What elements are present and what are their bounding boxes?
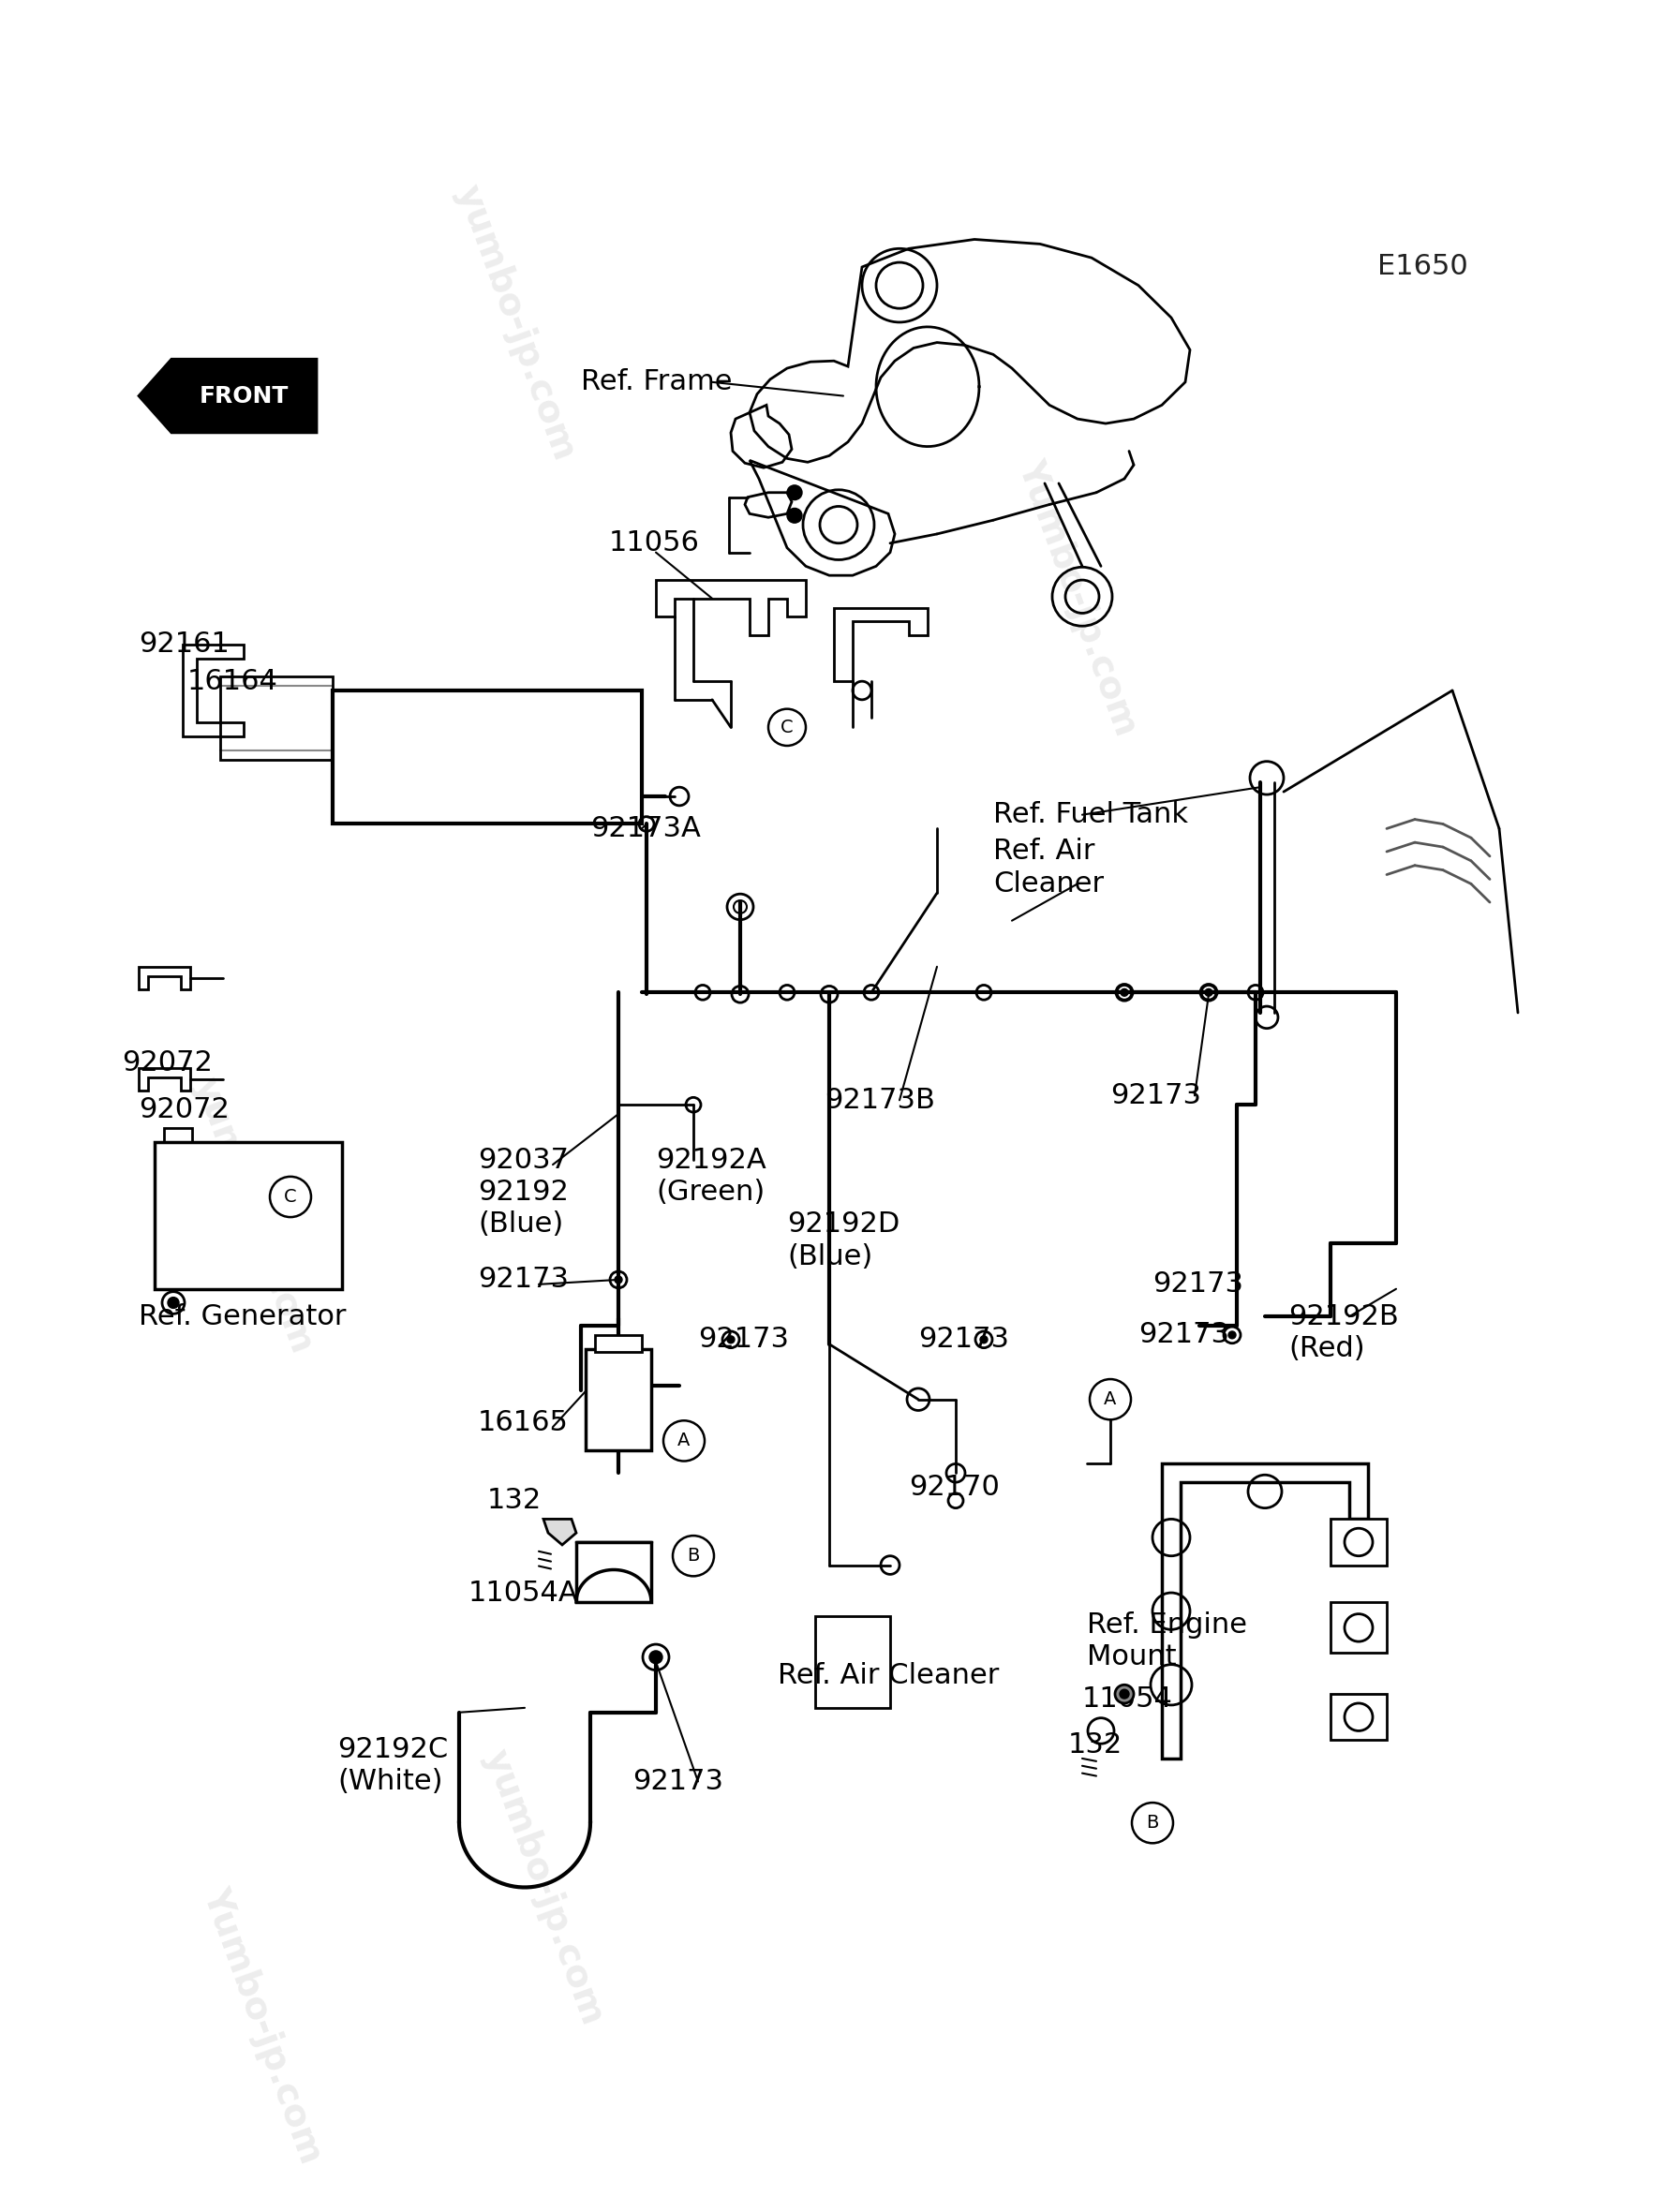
Text: 92072: 92072 xyxy=(139,1096,230,1123)
Text: (White): (White) xyxy=(338,1769,444,1795)
Text: yumbo-jp.com: yumbo-jp.com xyxy=(186,1072,319,1358)
Polygon shape xyxy=(139,358,318,433)
Circle shape xyxy=(1121,989,1129,995)
Text: 92173: 92173 xyxy=(632,1769,724,1795)
Text: 92173: 92173 xyxy=(1139,1320,1230,1349)
Text: 92192C: 92192C xyxy=(338,1736,449,1762)
Text: (Blue): (Blue) xyxy=(786,1244,872,1270)
Text: 92173A: 92173A xyxy=(590,815,701,841)
Text: 92192D: 92192D xyxy=(786,1211,900,1239)
Text: Yumbo-jp.com: Yumbo-jp.com xyxy=(1011,455,1144,740)
Text: E1650: E1650 xyxy=(1378,253,1468,281)
Text: B: B xyxy=(687,1547,699,1564)
Bar xyxy=(1331,1518,1386,1564)
Text: (Red): (Red) xyxy=(1289,1336,1364,1362)
Text: Mount: Mount xyxy=(1087,1643,1176,1670)
Text: 92072: 92072 xyxy=(123,1050,213,1077)
Bar xyxy=(155,1142,343,1290)
Text: 92173: 92173 xyxy=(1110,1081,1201,1109)
Text: Ref. Frame: Ref. Frame xyxy=(581,369,732,395)
Polygon shape xyxy=(1163,1463,1368,1758)
Circle shape xyxy=(786,486,801,501)
Text: 92192: 92192 xyxy=(477,1178,568,1206)
Bar xyxy=(165,1127,192,1142)
Text: C: C xyxy=(284,1189,297,1206)
Text: yumbo-jp.com: yumbo-jp.com xyxy=(477,1744,610,2030)
Bar xyxy=(576,1542,652,1602)
Circle shape xyxy=(615,1276,622,1283)
Circle shape xyxy=(1116,1685,1134,1703)
Bar xyxy=(1331,1694,1386,1740)
Text: 11056: 11056 xyxy=(610,529,701,556)
Text: C: C xyxy=(781,718,793,736)
Bar xyxy=(333,690,642,824)
Bar xyxy=(1331,1602,1386,1652)
Polygon shape xyxy=(543,1518,576,1544)
Text: (Green): (Green) xyxy=(655,1178,764,1206)
Text: 11054: 11054 xyxy=(1082,1685,1173,1711)
Circle shape xyxy=(1205,989,1213,995)
Text: Ref. Engine: Ref. Engine xyxy=(1087,1610,1247,1639)
Text: 92170: 92170 xyxy=(909,1474,1000,1501)
Text: 11054A: 11054A xyxy=(469,1580,580,1606)
Text: 92161: 92161 xyxy=(139,631,230,659)
Text: 92173: 92173 xyxy=(919,1327,1010,1353)
Bar xyxy=(815,1615,890,1707)
Text: B: B xyxy=(1146,1815,1159,1832)
Bar xyxy=(595,1336,642,1351)
Text: 16165: 16165 xyxy=(477,1408,568,1437)
Bar xyxy=(586,1349,652,1450)
Text: (Blue): (Blue) xyxy=(477,1211,563,1239)
Text: FRONT: FRONT xyxy=(198,384,289,406)
Circle shape xyxy=(979,1336,988,1342)
Text: A: A xyxy=(677,1432,690,1450)
Text: Ref. Generator: Ref. Generator xyxy=(139,1303,346,1329)
Circle shape xyxy=(1228,1331,1236,1338)
Text: Yumbo-jp.com: Yumbo-jp.com xyxy=(197,1883,329,2168)
Text: Ref. Fuel Tank: Ref. Fuel Tank xyxy=(993,802,1188,828)
Text: Ref. Air: Ref. Air xyxy=(993,837,1095,866)
Text: yumbo-jp.com: yumbo-jp.com xyxy=(449,180,581,466)
Text: A: A xyxy=(1104,1391,1117,1408)
Circle shape xyxy=(650,1650,662,1663)
Text: Ref. Air Cleaner: Ref. Air Cleaner xyxy=(778,1661,1000,1689)
Circle shape xyxy=(1119,1689,1129,1698)
Text: 92173B: 92173B xyxy=(825,1088,936,1114)
Text: 92173: 92173 xyxy=(477,1265,570,1294)
Text: 92037: 92037 xyxy=(477,1147,570,1173)
Text: Cleaner: Cleaner xyxy=(993,870,1104,896)
Circle shape xyxy=(168,1296,180,1307)
Bar xyxy=(220,677,333,760)
Circle shape xyxy=(727,1336,734,1342)
Text: 132: 132 xyxy=(1068,1731,1122,1758)
Circle shape xyxy=(786,508,801,523)
Text: 16164: 16164 xyxy=(188,668,279,694)
Text: 92173: 92173 xyxy=(1152,1270,1243,1298)
Text: 92192A: 92192A xyxy=(655,1147,766,1173)
Text: 92192B: 92192B xyxy=(1289,1303,1399,1329)
Text: 132: 132 xyxy=(487,1487,543,1514)
Text: 92173: 92173 xyxy=(699,1327,790,1353)
